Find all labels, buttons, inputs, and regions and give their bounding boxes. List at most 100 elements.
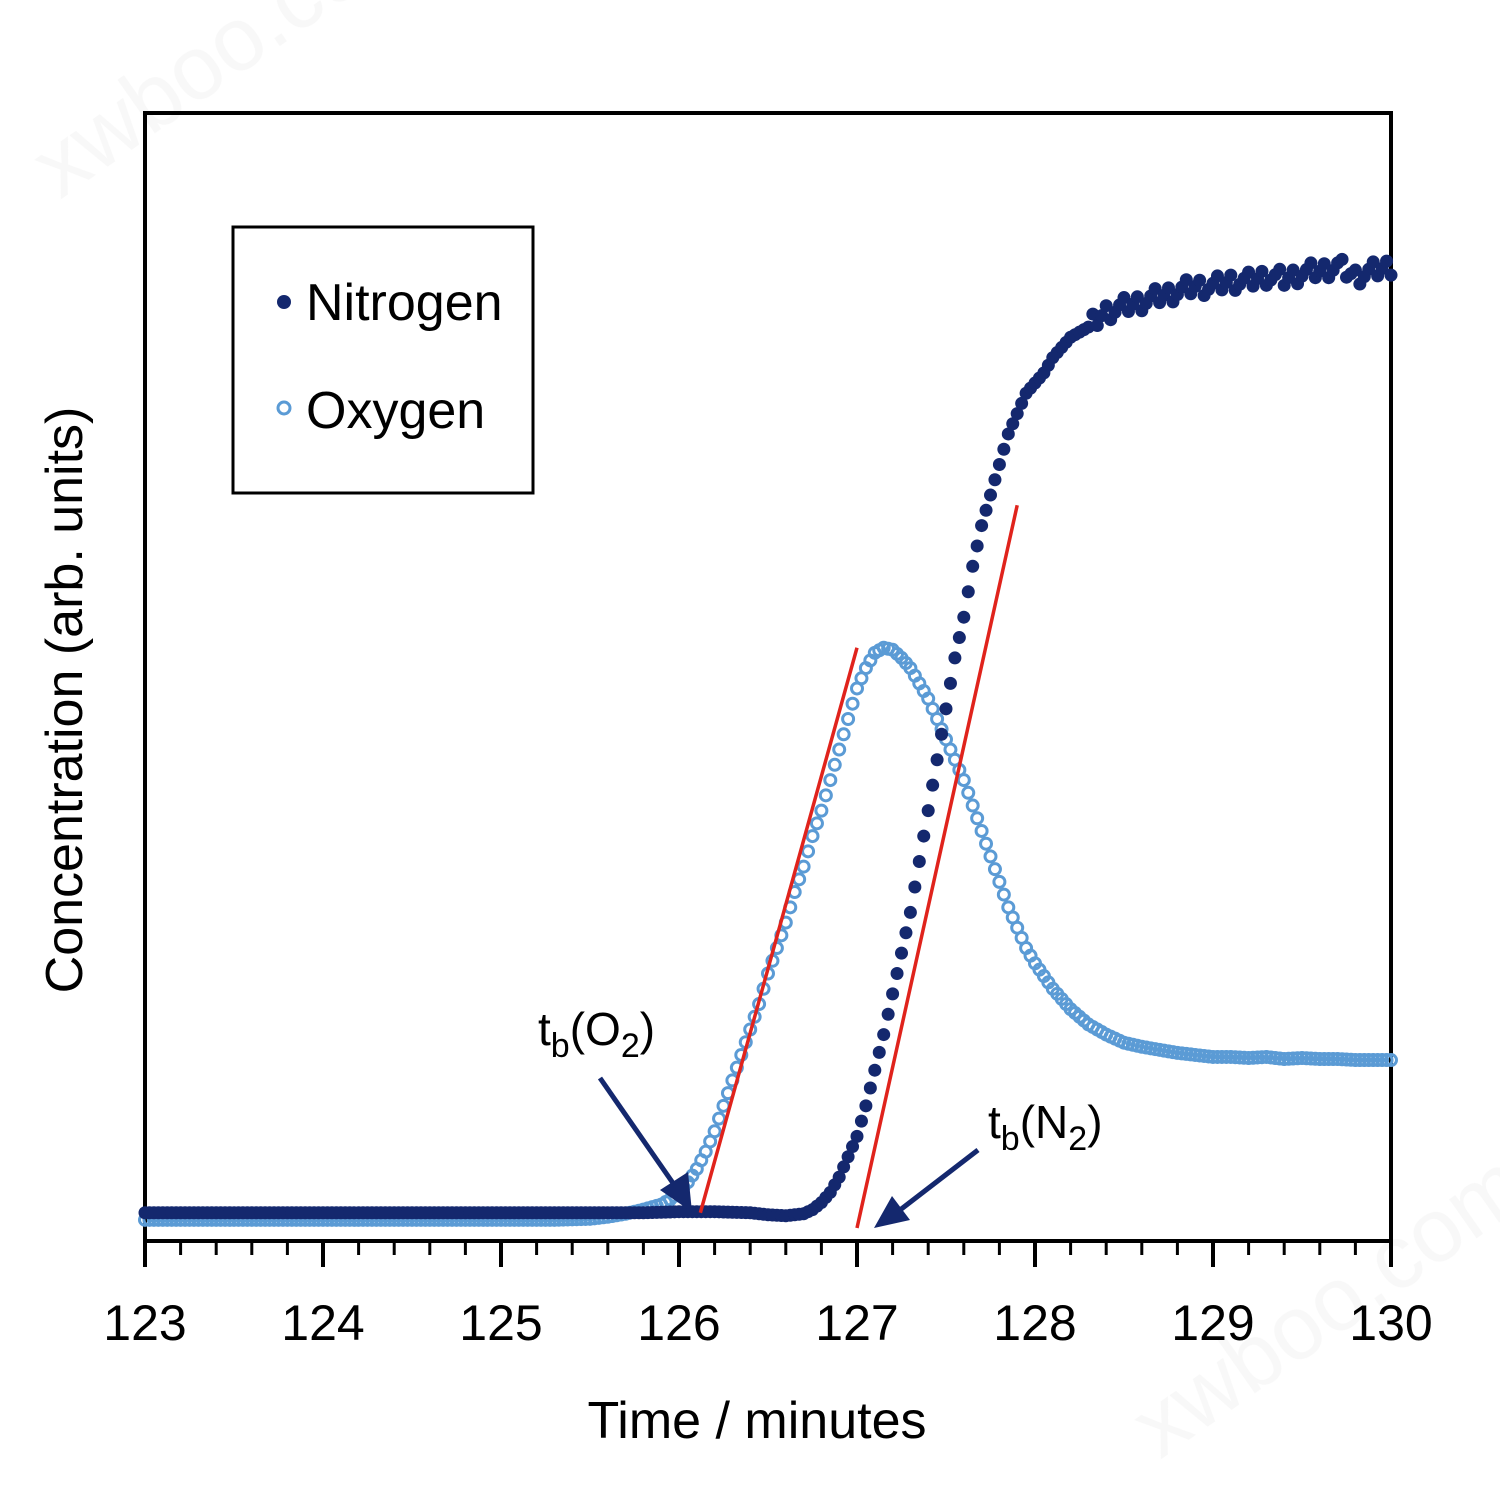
oxygen-point xyxy=(992,874,1007,889)
nitrogen-point xyxy=(1317,257,1331,271)
nitrogen-point xyxy=(903,905,917,919)
nitrogen-point xyxy=(846,1140,860,1154)
fit-line-2 xyxy=(855,504,1019,1229)
legend-box xyxy=(231,225,535,495)
x-tick-label: 124 xyxy=(281,1295,364,1351)
x-tick-label: 128 xyxy=(993,1295,1076,1351)
oxygen-point xyxy=(987,862,1002,877)
nitrogen-point xyxy=(1255,264,1269,278)
nitrogen-point xyxy=(926,778,940,792)
nitrogen-point xyxy=(841,1150,855,1164)
oxygen-point xyxy=(1352,1053,1367,1068)
nitrogen-point xyxy=(890,967,904,980)
series-nitrogen xyxy=(138,252,1398,1223)
arrow-tb-n2-shaft xyxy=(898,1148,980,1212)
oxygen-point xyxy=(1214,1049,1229,1064)
oxygen-point xyxy=(1312,1052,1327,1067)
legend-label-nitrogen: Nitrogen xyxy=(306,274,503,332)
oxygen-point xyxy=(832,742,847,757)
annotation-tb-o2-paren-open: ( xyxy=(570,1003,586,1055)
oxygen-point xyxy=(707,1124,722,1139)
x-tick-label: 125 xyxy=(459,1295,542,1351)
x-tick-label: 130 xyxy=(1349,1295,1432,1351)
oxygen-point xyxy=(979,836,994,851)
nitrogen-point xyxy=(1006,417,1020,431)
oxygen-point xyxy=(823,773,838,788)
nitrogen-point xyxy=(975,519,989,533)
nitrogen-point xyxy=(997,442,1011,456)
oxygen-point xyxy=(1206,1049,1220,1064)
nitrogen-point xyxy=(859,1099,873,1113)
oxygen-point xyxy=(1219,1049,1234,1064)
nitrogen-point xyxy=(952,631,966,645)
oxygen-point xyxy=(801,844,816,859)
nitrogen-point xyxy=(908,880,922,894)
oxygen-point xyxy=(1210,1049,1225,1064)
nitrogen-point xyxy=(939,702,953,716)
nitrogen-point xyxy=(1179,273,1193,287)
oxygen-point xyxy=(841,712,856,726)
oxygen-point xyxy=(970,811,985,826)
annotation-tb-o2-sub: b xyxy=(551,1027,570,1065)
annotation-tb-n2-base: t xyxy=(988,1096,1001,1148)
oxygen-point xyxy=(814,803,829,818)
nitrogen-point xyxy=(935,727,949,741)
nitrogen-point xyxy=(899,926,913,940)
annotation-tb-n2-paren-open: ( xyxy=(1020,1096,1036,1148)
nitrogen-point xyxy=(912,855,926,869)
fit-lines xyxy=(698,504,1019,1229)
nitrogen-point xyxy=(984,488,997,502)
oxygen-point xyxy=(827,757,842,772)
nitrogen-point xyxy=(1010,407,1024,421)
nitrogen-point xyxy=(1090,319,1104,333)
x-tick-label: 123 xyxy=(103,1295,186,1351)
oxygen-point xyxy=(996,887,1011,902)
oxygen-point xyxy=(1326,1052,1341,1067)
oxygen-point xyxy=(974,823,989,838)
annotation-tb-o2-paren-close: ) xyxy=(640,1003,655,1055)
fit-line-1 xyxy=(698,647,859,1214)
nitrogen-point xyxy=(863,1081,877,1095)
nitrogen-point xyxy=(1348,263,1362,277)
annotation-tb-o2-species: O xyxy=(585,1003,621,1055)
nitrogen-point xyxy=(1210,269,1224,283)
nitrogen-point xyxy=(1335,252,1349,266)
oxygen-point xyxy=(1366,1053,1381,1068)
arrow-tb-n2-head xyxy=(874,1196,910,1228)
nitrogen-point xyxy=(881,1007,895,1021)
nitrogen-point xyxy=(872,1045,886,1059)
annotation-tb-n2: tb(N2) xyxy=(874,1096,1103,1228)
nitrogen-point xyxy=(957,610,971,624)
nitrogen-point xyxy=(970,539,984,553)
nitrogen-point xyxy=(1148,282,1162,296)
nitrogen-point xyxy=(1001,427,1015,441)
oxygen-point xyxy=(1370,1053,1385,1068)
annotation-tb-n2-sub: b xyxy=(1001,1120,1020,1158)
nitrogen-point xyxy=(1193,273,1207,287)
nitrogen-point xyxy=(1304,256,1318,270)
oxygen-point xyxy=(1361,1053,1376,1068)
oxygen-point xyxy=(983,849,998,864)
annotation-tb-o2-species-sub: 2 xyxy=(621,1027,640,1065)
nitrogen-point xyxy=(1015,396,1029,410)
nitrogen-point xyxy=(921,804,935,818)
legend: Nitrogen Oxygen xyxy=(231,225,535,495)
nitrogen-point xyxy=(895,946,908,960)
oxygen-point xyxy=(1379,1053,1394,1068)
x-axis-title: Time / minutes xyxy=(587,1392,926,1450)
oxygen-point xyxy=(956,773,971,788)
oxygen-point xyxy=(961,785,976,800)
annotation-tb-o2-base: t xyxy=(538,1003,551,1055)
nitrogen-point xyxy=(1099,299,1113,313)
oxygen-point xyxy=(1317,1052,1332,1067)
nitrogen-point xyxy=(850,1129,864,1143)
series-oxygen xyxy=(138,640,1398,1227)
nitrogen-point xyxy=(1384,268,1398,282)
nitrogen-point xyxy=(992,458,1006,471)
oxygen-point xyxy=(1375,1053,1390,1068)
oxygen-point xyxy=(818,788,833,803)
nitrogen-point xyxy=(877,1028,891,1042)
x-axis-ticks xyxy=(143,1241,1393,1267)
x-tick-label: 126 xyxy=(637,1295,720,1351)
